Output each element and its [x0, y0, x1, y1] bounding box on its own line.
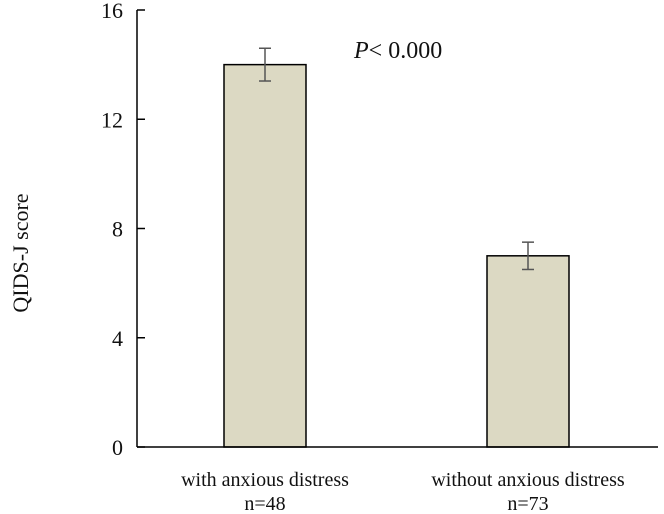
p-symbol: P [353, 38, 369, 64]
category-label-2: without anxious distress [431, 469, 625, 491]
p-value-annotation: P< 0.000 [353, 38, 442, 64]
p-value-text: < 0.000 [369, 38, 443, 64]
bar-1 [223, 63, 307, 448]
y-tick-label: 8 [112, 217, 123, 242]
y-tick-label: 0 [112, 435, 123, 460]
category-label-1: with anxious distress [181, 469, 349, 491]
category-sublabel-1: n=48 [244, 493, 285, 514]
category-sublabel-2: n=73 [507, 493, 548, 514]
y-tick-label: 4 [112, 326, 123, 351]
y-axis-title: QIDS-J score [8, 193, 33, 312]
y-tick-label: 16 [101, 0, 123, 23]
bar-2 [486, 255, 570, 448]
y-tick-label: 12 [101, 107, 123, 132]
error-bar-1 [259, 47, 271, 82]
error-bar-2 [522, 241, 534, 271]
